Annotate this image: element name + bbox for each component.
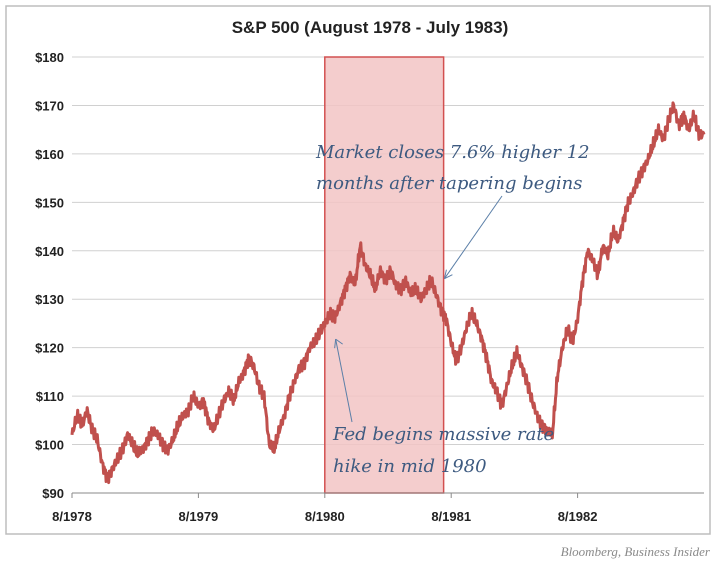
y-tick-label: $180 [35, 50, 64, 65]
annotation-text-taper-line2: months after tapering begins [316, 173, 583, 194]
annotation-arrow-taper [443, 195, 503, 279]
annotation-text-fed-line1: Fed begins massive rate [332, 424, 554, 445]
annotation-arrow-fed [335, 339, 353, 423]
y-tick-label: $120 [35, 341, 64, 356]
y-tick-label: $90 [42, 486, 64, 501]
y-tick-label: $110 [36, 389, 64, 404]
annotation-arrowhead-taper [443, 269, 453, 280]
annotation-text-taper-line1: Market closes 7.6% higher 12 [315, 142, 590, 163]
y-tick-label: $160 [35, 147, 64, 162]
chart-title: S&P 500 (August 1978 - July 1983) [232, 18, 509, 37]
annotation-arrowhead-fed [334, 338, 343, 349]
y-tick-label: $170 [35, 98, 64, 113]
y-tick-label: $150 [35, 195, 64, 210]
x-tick-label: 8/1982 [558, 509, 598, 524]
y-tick-label: $100 [35, 438, 64, 453]
series-layer [70, 101, 706, 485]
x-tick-label: 8/1981 [431, 509, 471, 524]
x-tick-label: 8/1979 [179, 509, 219, 524]
y-tick-label: $130 [35, 292, 64, 307]
source-label: Bloomberg, Business Insider [561, 544, 711, 559]
chart-border [5, 5, 711, 535]
annotation-text-fed-line2: hike in mid 1980 [333, 456, 487, 477]
annotation-layer: Market closes 7.6% higher 12 months after… [315, 142, 590, 477]
x-tick-label: 8/1978 [52, 509, 92, 524]
axis-layer: $90 $100 $110 $120 $130 $140 $150 $160 $170 $180 8… [35, 50, 704, 524]
y-tick-label: $140 [35, 244, 64, 259]
series-line-sp500 [70, 101, 706, 485]
x-tick-label: 8/1980 [305, 509, 345, 524]
